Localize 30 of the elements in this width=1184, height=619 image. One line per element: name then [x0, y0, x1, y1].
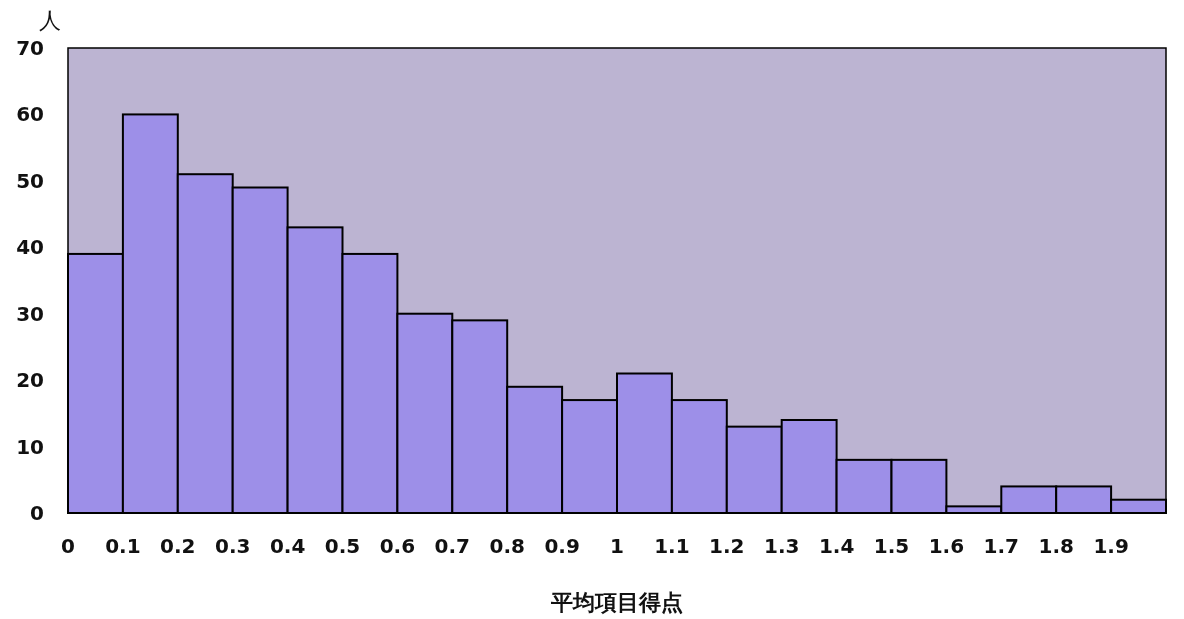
y-tick-label: 40	[16, 235, 44, 260]
x-tick-label: 1.3	[763, 534, 800, 558]
x-tick-label: 0.2	[160, 534, 196, 558]
x-tick-label: 1.7	[983, 534, 1020, 558]
y-tick-label: 10	[16, 434, 44, 459]
y-tick-label: 30	[16, 301, 44, 326]
y-axis-title: 人	[39, 8, 61, 33]
x-tick-label: 1	[610, 534, 624, 558]
x-tick-label: 0.3	[214, 534, 251, 558]
y-tick-label: 0	[30, 501, 44, 525]
x-tick-label: 0.7	[434, 534, 471, 558]
x-tick-label: 1.8	[1038, 534, 1074, 558]
x-tick-label: 0.4	[269, 534, 306, 558]
x-tick-label: 1.9	[1093, 534, 1129, 558]
x-tick-label: 0.9	[544, 534, 580, 558]
x-tick-label: 0.8	[489, 534, 525, 558]
x-tick-label: 0.1	[105, 534, 141, 558]
x-tick-label: 1.6	[928, 534, 965, 558]
y-tick-label: 70	[16, 36, 44, 60]
y-tick-label: 50	[16, 168, 44, 193]
y-tick-label: 20	[16, 368, 44, 393]
x-tick-label: 0.6	[379, 534, 416, 558]
y-tick-label: 60	[16, 102, 44, 127]
x-axis-title: 平均項目得点	[550, 590, 683, 615]
x-tick-label: 1.4	[818, 534, 855, 558]
x-tick-label: 1.5	[873, 534, 910, 558]
x-tick-label: 0.5	[324, 534, 361, 558]
x-tick-label: 0	[61, 534, 75, 558]
x-tick-label: 1.1	[654, 534, 690, 558]
x-tick-label: 1.2	[709, 534, 745, 558]
